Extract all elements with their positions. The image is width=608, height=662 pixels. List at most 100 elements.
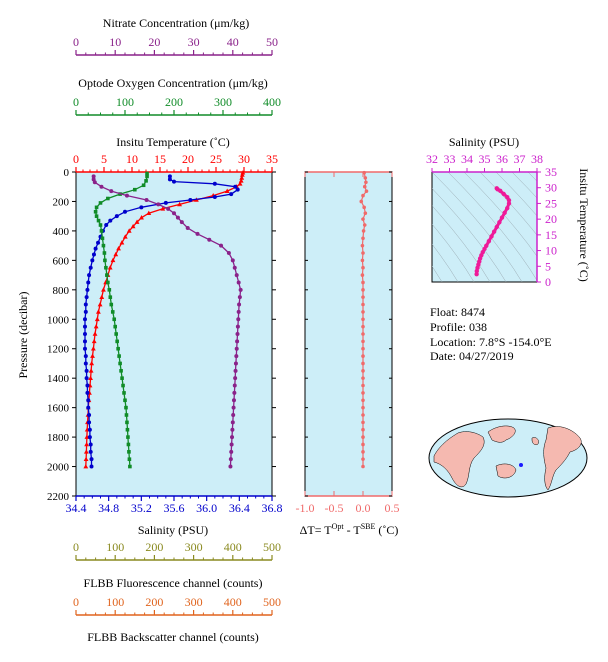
salinity-point (89, 457, 94, 462)
nitrate-point (228, 457, 233, 462)
nitrate-point (230, 258, 235, 263)
temperature-point (110, 257, 116, 263)
nitrate-point (234, 273, 239, 278)
salinity-point (212, 181, 217, 186)
pressure-tick-label: 1800 (47, 432, 70, 444)
temperature-tick-label: 25 (210, 152, 222, 166)
delta-t-point (361, 398, 365, 403)
salinity-point (82, 324, 87, 329)
delta-t-tick-label: 0.5 (385, 501, 400, 515)
temperature-point (99, 294, 105, 299)
temperature-point (84, 441, 90, 447)
ts-temperature-axis-label: Insitu Temperature (˚C) (577, 168, 591, 282)
temperature-point (134, 219, 140, 224)
ts-density-contour (479, 172, 537, 236)
ts-temperature-tick-label: 30 (545, 181, 557, 195)
ts-temperature-tick-label: 25 (545, 196, 557, 210)
salinity-point (88, 449, 93, 454)
oxygen-point (112, 317, 117, 322)
oxygen-tick-label: 100 (116, 95, 134, 109)
oxygen-point (145, 171, 149, 176)
ts-temperature-tick-label: 20 (545, 212, 557, 226)
delta-t-point (361, 391, 365, 395)
pressure-tick-label: 1000 (47, 314, 70, 326)
oxygen-point (102, 251, 107, 255)
salinity-point (85, 287, 90, 292)
nitrate-point (195, 231, 200, 236)
ts-point (506, 198, 512, 203)
temperature-axis-label: Insitu Temperature (˚C) (116, 135, 230, 149)
salinity-point (87, 413, 92, 417)
ts-density-contour (527, 172, 537, 182)
ts-salinity-tick-label: 35 (479, 152, 491, 166)
salinity-point (83, 309, 88, 314)
nitrate-point (235, 339, 240, 344)
delta-t-point (361, 420, 365, 425)
oxygen-line (94, 173, 148, 467)
ts-density-contour (432, 205, 491, 282)
nitrate-point (238, 287, 243, 292)
temperature-point (83, 463, 89, 469)
oxygen-point (127, 450, 131, 454)
ts-density-contour (432, 188, 507, 282)
nitrate-point (232, 390, 237, 395)
delta-t-point (361, 324, 365, 329)
nitrate-line (92, 176, 242, 467)
delta-t-point (361, 361, 365, 366)
pressure-tick-label: 2000 (47, 462, 70, 474)
temperature-point (116, 245, 121, 251)
nitrate-point (234, 346, 239, 351)
oxygen-point (98, 201, 103, 205)
ts-temperature-tick-label: 5 (545, 259, 551, 273)
temperature-point (122, 234, 128, 239)
nitrate-point (185, 225, 190, 230)
temperature-point (239, 172, 245, 177)
delta-t-tick-label: -0.5 (325, 501, 344, 515)
nitrate-point (234, 354, 239, 359)
ts-salinity-tick-label: 38 (531, 152, 543, 166)
ts-density-contour (432, 243, 459, 282)
nitrate-point (235, 324, 240, 329)
nitrate-point (229, 449, 234, 454)
salinity-point (87, 435, 92, 440)
nitrate-point (236, 317, 241, 322)
ts-temperature-tick-label: 35 (545, 165, 557, 179)
world-map-inset (428, 418, 588, 498)
delta-t-point (361, 450, 365, 454)
backscatter-tick-label: 100 (106, 595, 124, 609)
ts-density-contour (432, 265, 443, 282)
temperature-point (83, 449, 89, 454)
oxygen-point (106, 196, 110, 201)
delta-t-point (362, 170, 366, 175)
temperature-tick-label: 15 (154, 152, 166, 166)
delta-t-point (361, 251, 365, 255)
nitrate-point (156, 202, 161, 207)
oxygen-point (106, 280, 110, 285)
salinity-point (89, 464, 94, 469)
delta-t-point (360, 273, 365, 277)
oxygen-point (101, 243, 106, 248)
ts-point (506, 201, 512, 206)
delta-t-point (361, 383, 365, 388)
nitrate-point (230, 420, 235, 425)
fluorescence-tick-label: 100 (106, 540, 124, 554)
nitrate-point (175, 215, 180, 220)
oxygen-point (113, 324, 117, 329)
salinity-point (83, 302, 88, 307)
salinity-point (87, 273, 92, 278)
ts-point (474, 271, 479, 277)
delta-t-point (361, 376, 365, 380)
salinity-point (90, 258, 95, 263)
nitrate-tick-label: 40 (227, 35, 239, 49)
salinity-point (82, 332, 87, 336)
delta-t-point (361, 295, 365, 299)
salinity-point (87, 427, 92, 432)
pressure-tick-label: 600 (53, 255, 70, 267)
delta-t-point (361, 464, 365, 469)
salinity-point (229, 192, 234, 197)
delta-t-point (361, 369, 365, 373)
oxygen-tick-label: 400 (263, 95, 281, 109)
temperature-point (146, 210, 152, 216)
salinity-point (163, 200, 168, 205)
oxygen-point (126, 442, 131, 447)
